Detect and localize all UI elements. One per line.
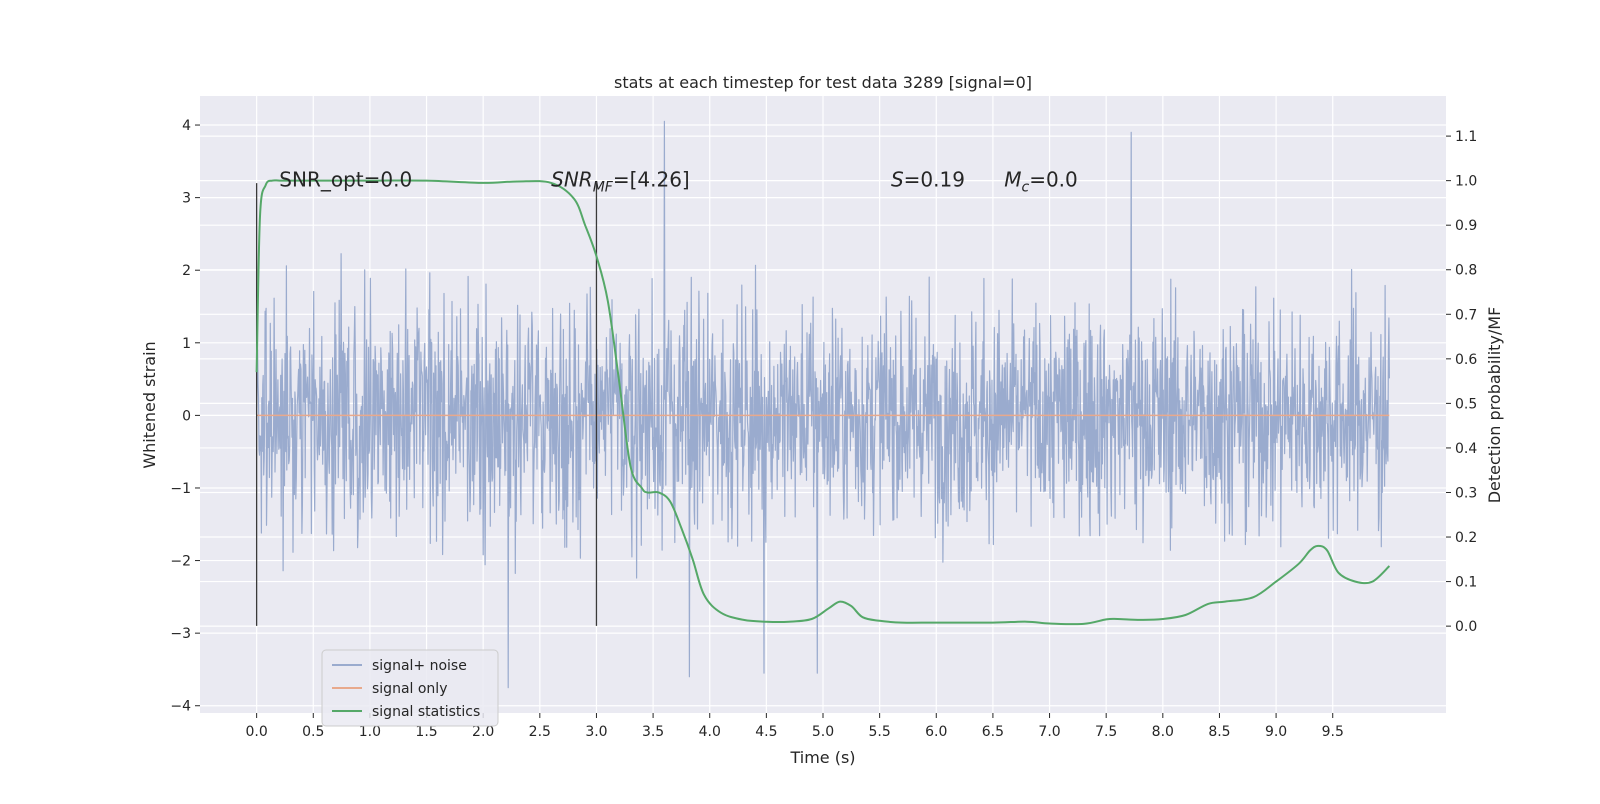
y-right-tick-label: 0.3	[1455, 485, 1477, 501]
annotation-1: SNRMF=[4.26]	[551, 168, 690, 196]
y-tick-label: −2	[170, 554, 191, 570]
y-right-tick-label: 0.4	[1455, 441, 1477, 457]
noise-layer	[256, 120, 1390, 689]
x-tick-label: 2.5	[529, 724, 551, 740]
legend-label-0: signal+ noise	[372, 658, 467, 674]
annotation-0: SNR_opt=0.0	[279, 168, 412, 192]
x-tick-label: 9.5	[1322, 724, 1344, 740]
annotation-3: Mc=0.0	[1004, 168, 1078, 196]
y-right-tick-label: 0.0	[1455, 619, 1477, 635]
x-tick-label: 8.5	[1208, 724, 1230, 740]
y-tick-label: −4	[170, 699, 191, 715]
x-tick-label: 7.0	[1038, 724, 1060, 740]
legend: signal+ noise signal only signal statistic…	[321, 649, 499, 727]
y-right-tick-label: 1.0	[1455, 174, 1477, 190]
y-tick-label: 2	[182, 263, 191, 279]
annotation-layer: SNR_opt=0.0 SNRMF=[4.26] S=0.19 Mc=0.0	[279, 168, 1077, 196]
y-right-tick-label: 0.6	[1455, 352, 1477, 368]
x-tick-label: 8.0	[1152, 724, 1174, 740]
series-signal-statistics	[255, 179, 1391, 626]
legend-label-1: signal only	[372, 681, 447, 697]
legend-frame	[321, 649, 499, 727]
x-tick-label: 6.0	[925, 724, 947, 740]
legend-label-2: signal statistics	[372, 704, 480, 720]
y-axis-right-label: Detection probability/MF	[1485, 307, 1504, 504]
x-tick-label: 7.5	[1095, 724, 1117, 740]
x-tick-label: 6.5	[982, 724, 1004, 740]
x-tick-label: 3.5	[642, 724, 664, 740]
lines-layer	[255, 179, 1391, 626]
x-tick-label: 0.0	[246, 724, 268, 740]
y-right-tick-label: 0.5	[1455, 396, 1477, 412]
y-tick-label: 1	[182, 336, 191, 352]
y-tick-label: 3	[182, 191, 191, 207]
y-tick-label: 4	[182, 118, 191, 134]
y-right-tick-label: 0.1	[1455, 575, 1477, 591]
y-tick-label: −1	[170, 481, 191, 497]
x-tick-label: 9.0	[1265, 724, 1287, 740]
y-right-tick-label: 0.8	[1455, 263, 1477, 279]
y-tick-label: −3	[170, 626, 191, 642]
y-axis-label: Whitened strain	[140, 341, 159, 468]
annotation-2: S=0.19	[891, 168, 965, 192]
y-right-tick-label: 0.7	[1455, 307, 1477, 323]
axes-layer: 0.0 0.5 1.0 1.5 2.0 2.5 3.0 3.5 4.0 4.5 5.0 5.5 6.0 6…	[170, 118, 1477, 740]
x-tick-label: 5.5	[869, 724, 891, 740]
series-signal-noise	[256, 120, 1390, 689]
x-tick-label: 4.5	[755, 724, 777, 740]
x-tick-label: 4.0	[699, 724, 721, 740]
x-tick-label: 3.0	[585, 724, 607, 740]
y-tick-label: 0	[182, 408, 191, 424]
y-right-tick-label: 0.9	[1455, 218, 1477, 234]
x-tick-label: 2.0	[472, 724, 494, 740]
x-tick-label: 1.0	[359, 724, 381, 740]
chart-title: stats at each timestep for test data 328…	[614, 73, 1032, 92]
y-right-tick-label: 1.1	[1455, 129, 1477, 145]
x-tick-label: 5.0	[812, 724, 834, 740]
y-right-tick-label: 0.2	[1455, 530, 1477, 546]
x-tick-label: 1.5	[415, 724, 437, 740]
x-axis-label: Time (s)	[789, 748, 855, 767]
x-tick-label: 0.5	[302, 724, 324, 740]
